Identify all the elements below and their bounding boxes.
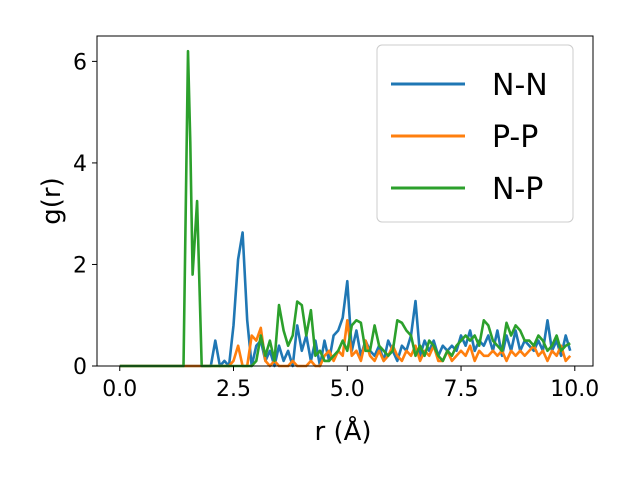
x-axis-label: r (Å) — [314, 415, 371, 447]
x-tick-label: 7.5 — [444, 377, 479, 402]
legend-label-n-p: N-P — [492, 172, 543, 207]
x-axis: 0.0 2.5 5.0 7.5 10.0 — [102, 366, 599, 402]
y-tick-label: 4 — [73, 152, 87, 177]
legend: N-N P-P N-P — [376, 44, 574, 223]
x-tick-label: 5.0 — [330, 377, 365, 402]
y-axis: 0 2 4 6 — [73, 50, 97, 380]
y-tick-label: 2 — [73, 253, 87, 278]
x-tick-label: 10.0 — [550, 377, 599, 402]
legend-label-p-p: P-P — [492, 120, 538, 155]
y-tick-label: 6 — [73, 50, 87, 75]
axes-frame — [96, 35, 594, 367]
x-tick-label: 2.5 — [216, 377, 251, 402]
legend-label-n-n: N-N — [492, 68, 548, 103]
x-tick-label: 0.0 — [102, 377, 137, 402]
y-tick-label: 0 — [73, 355, 87, 380]
series-line-n-p — [119, 49, 571, 368]
legend-box — [376, 44, 574, 223]
y-axis-label: g(r) — [37, 177, 67, 224]
